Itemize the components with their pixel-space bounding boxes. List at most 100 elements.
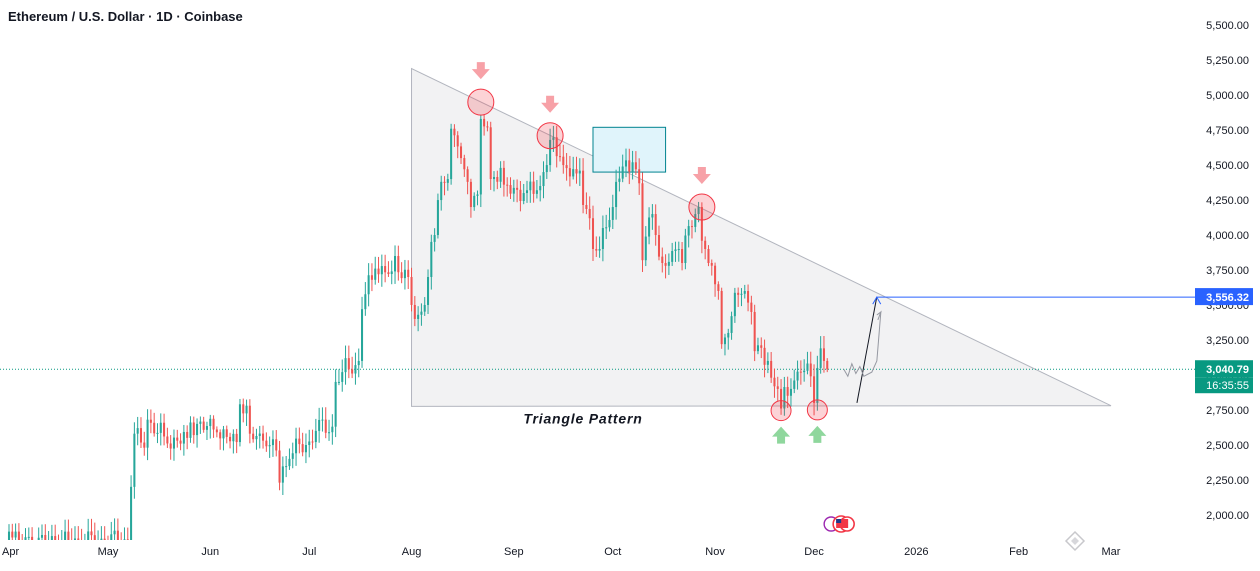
candle-body <box>110 534 113 540</box>
x-tick-label: Sep <box>504 546 524 558</box>
down-arrow-icon <box>541 95 560 113</box>
candle-body <box>440 181 443 201</box>
candle-body <box>572 169 575 177</box>
candle-body <box>268 445 271 447</box>
candle-body <box>529 181 532 191</box>
candle-body <box>545 165 548 173</box>
candle-body <box>364 294 367 310</box>
candle-body <box>163 422 166 437</box>
candle-body <box>93 535 96 540</box>
candle-body <box>370 275 373 280</box>
candle-body <box>153 422 156 434</box>
candle-body <box>192 422 195 436</box>
candle-body <box>407 269 410 277</box>
candle-body <box>84 546 86 552</box>
candle-body <box>308 441 311 446</box>
candle-body <box>169 443 172 449</box>
candle-body <box>737 292 740 295</box>
candle-body <box>159 422 162 433</box>
candle-body <box>73 538 77 540</box>
candle-body <box>334 381 337 427</box>
down-arrow-icon <box>692 167 711 185</box>
candle-body <box>677 249 680 251</box>
chart-title: Ethereum / U.S. Dollar · 1D · Coinbase <box>8 9 243 24</box>
resistance-touch-circle <box>536 122 564 150</box>
candle-body <box>219 432 222 439</box>
candle-body <box>776 386 779 389</box>
candle-body <box>397 256 400 273</box>
y-tick-label: 5,000.00 <box>1206 90 1249 102</box>
candle-body <box>697 207 700 215</box>
candle-body <box>809 363 812 377</box>
candle-body <box>146 419 149 448</box>
x-tick-label: Aug <box>402 546 422 558</box>
candle-body <box>24 537 27 540</box>
candle-body <box>232 433 235 442</box>
candle-body <box>549 139 552 166</box>
candle-body <box>176 437 179 441</box>
y-tick-label: 2,500.00 <box>1206 440 1249 452</box>
candle-body <box>21 543 23 546</box>
x-tick-label: 2026 <box>904 546 928 558</box>
candle-body <box>225 429 228 437</box>
triangle-pattern-label: Triangle Pattern <box>523 410 642 426</box>
candle-body <box>182 431 185 444</box>
countdown-badge <box>1195 377 1253 394</box>
candle-body <box>512 187 515 194</box>
candle-body <box>100 538 103 540</box>
candle-body <box>44 534 47 540</box>
projection-arrow-line <box>856 297 878 403</box>
candle-body <box>598 249 601 251</box>
candle-body <box>826 360 829 370</box>
candle-body <box>288 458 291 467</box>
x-tick-label: Oct <box>604 546 621 558</box>
candle-body <box>403 269 406 279</box>
candle-body <box>262 433 265 441</box>
candle-body <box>14 531 17 538</box>
candle-body <box>318 419 321 431</box>
candle-body <box>120 544 122 547</box>
candle-body <box>671 251 674 262</box>
candle-body <box>103 538 106 540</box>
candle-body <box>707 249 710 264</box>
candle-body <box>11 531 14 538</box>
candle-body <box>601 228 604 250</box>
candle-body <box>229 436 232 442</box>
candle-body <box>648 217 651 237</box>
candle-body <box>793 380 796 389</box>
watermark-logo-inner <box>1071 537 1079 545</box>
candle-body <box>136 428 139 434</box>
candle-body <box>50 536 53 540</box>
candle-body <box>7 531 11 540</box>
candle-body <box>789 388 792 396</box>
y-tick-label: 4,000.00 <box>1206 230 1249 242</box>
candle-body <box>525 190 529 194</box>
candle-body <box>87 531 90 540</box>
candle-body <box>558 156 562 158</box>
candle-body <box>588 208 591 219</box>
candle-body <box>469 181 472 208</box>
candle-body <box>54 536 57 540</box>
candle-body <box>638 169 641 184</box>
candle-body <box>311 441 314 443</box>
candle-body <box>780 388 783 409</box>
candle-body <box>156 432 159 434</box>
candle-body <box>433 235 436 242</box>
x-tick-label: Jun <box>201 546 219 558</box>
candle-body <box>565 165 568 169</box>
candle-body <box>803 370 806 373</box>
candle-body <box>186 431 189 438</box>
candle-body <box>657 235 661 257</box>
candle-body <box>631 162 634 172</box>
candle-body <box>799 371 802 373</box>
y-tick-label: 2,750.00 <box>1206 405 1249 417</box>
candle-body <box>822 348 825 361</box>
candle-body <box>486 126 489 128</box>
candle-body <box>275 439 278 451</box>
candle-body <box>394 256 397 272</box>
candle-body <box>328 432 331 434</box>
candle-body <box>384 266 387 273</box>
candle-body <box>813 376 816 403</box>
candle-body <box>641 183 644 261</box>
